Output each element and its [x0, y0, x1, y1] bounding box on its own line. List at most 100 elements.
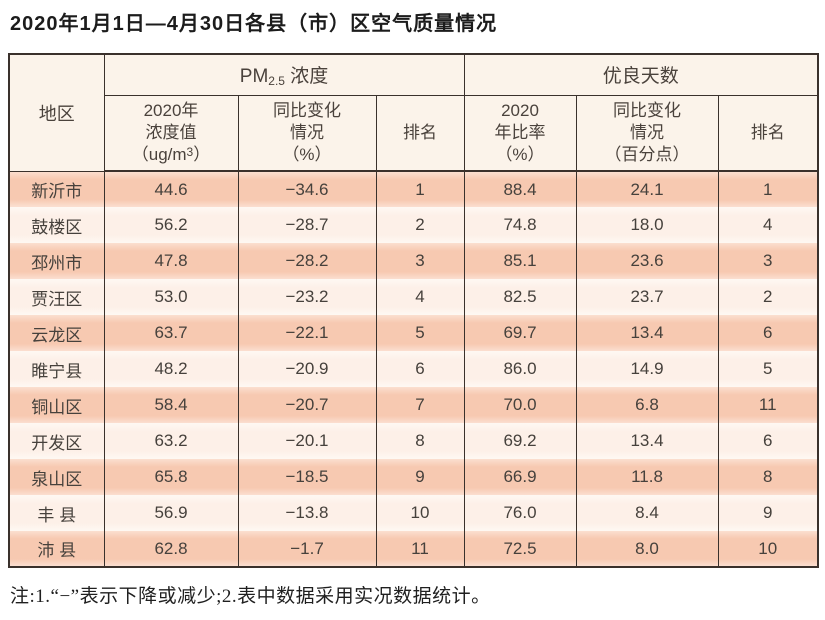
header-gd-rate-line1: 2020 [501, 100, 539, 120]
cell-gd-rate: 69.7 [463, 315, 577, 351]
cell-gd-rate: 86.0 [463, 351, 577, 387]
table-row: 云龙区 63.7 −22.1 5 69.7 13.4 6 [8, 315, 819, 351]
cell-pm-rank: 10 [375, 495, 465, 531]
cell-gd-rate: 72.5 [463, 531, 577, 567]
unit-suffix: ） [193, 144, 211, 164]
header-pm-value-line1: 2020年 [143, 100, 199, 120]
cell-gd-rate: 69.2 [463, 423, 577, 459]
cell-pm-value: 56.9 [103, 495, 239, 531]
cell-gd-rate: 70.0 [463, 387, 577, 423]
header-gd-rank: 排名 [717, 95, 819, 172]
cell-region: 睢宁县 [8, 351, 105, 387]
cell-region: 鼓楼区 [8, 207, 105, 243]
cell-region: 贾汪区 [8, 279, 105, 315]
cell-gd-change: 24.1 [575, 171, 719, 207]
pm-label-suffix: 浓度 [284, 66, 329, 88]
header-gd-rate-line2: 年比率 [494, 122, 546, 142]
table-row: 铜山区 58.4 −20.7 7 70.0 6.8 11 [8, 387, 819, 423]
table-row: 沛 县 62.8 −1.7 11 72.5 8.0 10 [8, 531, 819, 567]
cell-region: 丰 县 [8, 495, 105, 531]
cell-region: 开发区 [8, 423, 105, 459]
table-row: 泉山区 65.8 −18.5 9 66.9 11.8 8 [8, 459, 819, 495]
cell-gd-change: 13.4 [575, 315, 719, 351]
cell-pm-change: −34.6 [237, 171, 377, 207]
unit-prefix: （ug/m [131, 144, 187, 164]
cell-gd-change: 13.4 [575, 423, 719, 459]
air-quality-table: 地区 PM2.5 浓度 优良天数 2020年 浓度值 （ug/m3） 同比变化 … [8, 53, 819, 568]
cell-pm-rank: 5 [375, 315, 465, 351]
header-pm-value-line2: 浓度值 [145, 122, 197, 142]
table-row: 新沂市 44.6 −34.6 1 88.4 24.1 1 [8, 171, 819, 207]
cell-pm-change: −20.9 [237, 351, 377, 387]
cell-gd-change: 14.9 [575, 351, 719, 387]
cell-pm-rank: 6 [375, 351, 465, 387]
cell-region: 沛 县 [8, 531, 105, 567]
header-pm-rank: 排名 [375, 95, 465, 172]
cell-pm-change: −1.7 [237, 531, 377, 567]
table-row: 鼓楼区 56.2 −28.7 2 74.8 18.0 4 [8, 207, 819, 243]
header-pm-change: 同比变化 情况 （%） [237, 95, 377, 172]
header-pm-value: 2020年 浓度值 （ug/m3） [103, 95, 239, 172]
header-pm-change-line1: 同比变化 [273, 100, 341, 120]
cell-gd-rank: 6 [717, 423, 819, 459]
cell-gd-change: 23.7 [575, 279, 719, 315]
cell-pm-rank: 9 [375, 459, 465, 495]
cell-pm-change: −18.5 [237, 459, 377, 495]
cell-gd-rate: 85.1 [463, 243, 577, 279]
table-row: 贾汪区 53.0 −23.2 4 82.5 23.7 2 [8, 279, 819, 315]
cell-gd-rate: 74.8 [463, 207, 577, 243]
cell-pm-change: −28.2 [237, 243, 377, 279]
cell-pm-rank: 1 [375, 171, 465, 207]
cell-pm-rank: 2 [375, 207, 465, 243]
table-row: 睢宁县 48.2 −20.9 6 86.0 14.9 5 [8, 351, 819, 387]
header-gd-change: 同比变化 情况 （百分点） [575, 95, 719, 172]
header-sub-row: 2020年 浓度值 （ug/m3） 同比变化 情况 （%） 排名 2020 年比… [9, 95, 819, 172]
cell-pm-value: 62.8 [103, 531, 239, 567]
cell-pm-change: −23.2 [237, 279, 377, 315]
cell-gd-rank: 1 [717, 171, 819, 207]
cell-pm-value: 63.7 [103, 315, 239, 351]
cell-pm-rank: 11 [375, 531, 465, 567]
cell-gd-rate: 76.0 [463, 495, 577, 531]
cell-pm-value: 53.0 [103, 279, 239, 315]
header-gd-change-line3: （百分点） [604, 144, 690, 164]
table-row: 开发区 63.2 −20.1 8 69.2 13.4 6 [8, 423, 819, 459]
cell-gd-change: 6.8 [575, 387, 719, 423]
cell-gd-rank: 6 [717, 315, 819, 351]
cell-gd-rank: 2 [717, 279, 819, 315]
cell-gd-rate: 82.5 [463, 279, 577, 315]
cell-gd-rank: 3 [717, 243, 819, 279]
cell-pm-rank: 3 [375, 243, 465, 279]
cell-gd-change: 23.6 [575, 243, 719, 279]
table-row: 丰 县 56.9 −13.8 10 76.0 8.4 9 [8, 495, 819, 531]
cell-gd-rank: 4 [717, 207, 819, 243]
cell-pm-value: 48.2 [103, 351, 239, 387]
cell-pm-value: 56.2 [103, 207, 239, 243]
pm-label: PM [239, 66, 269, 88]
cell-gd-change: 11.8 [575, 459, 719, 495]
header-gd-rate: 2020 年比率 （%） [463, 95, 577, 172]
header-region: 地区 [8, 54, 105, 172]
cell-pm-rank: 4 [375, 279, 465, 315]
cell-region: 铜山区 [8, 387, 105, 423]
cell-region: 邳州市 [8, 243, 105, 279]
header-pm-value-unit: （ug/m3） [107, 144, 236, 166]
pm-subscript: 2.5 [268, 74, 285, 89]
header-pm-change-line2: 情况 [290, 122, 324, 142]
header-good-days-group: 优良天数 [463, 54, 819, 96]
footnote: 注:1.“−”表示下降或减少;2.表中数据采用实况数据统计。 [10, 586, 491, 607]
header-pm-change-line3: （%） [282, 144, 332, 164]
cell-pm-change: −13.8 [237, 495, 377, 531]
header-pm-group: PM2.5 浓度 [103, 54, 465, 96]
table-header: 地区 PM2.5 浓度 优良天数 2020年 浓度值 （ug/m3） 同比变化 … [8, 54, 819, 172]
header-gd-rate-line3: （%） [495, 144, 545, 164]
cell-region: 新沂市 [8, 171, 105, 207]
cell-gd-change: 8.4 [575, 495, 719, 531]
header-group-row: 地区 PM2.5 浓度 优良天数 [8, 54, 819, 172]
cell-gd-change: 8.0 [575, 531, 719, 567]
cell-gd-rank: 11 [717, 387, 819, 423]
cell-pm-change: −22.1 [237, 315, 377, 351]
table-body: 新沂市 44.6 −34.6 1 88.4 24.1 1 鼓楼区 56.2 −28.7 2 74.8 1… [8, 171, 819, 567]
cell-gd-rank: 5 [717, 351, 819, 387]
cell-pm-rank: 7 [375, 387, 465, 423]
